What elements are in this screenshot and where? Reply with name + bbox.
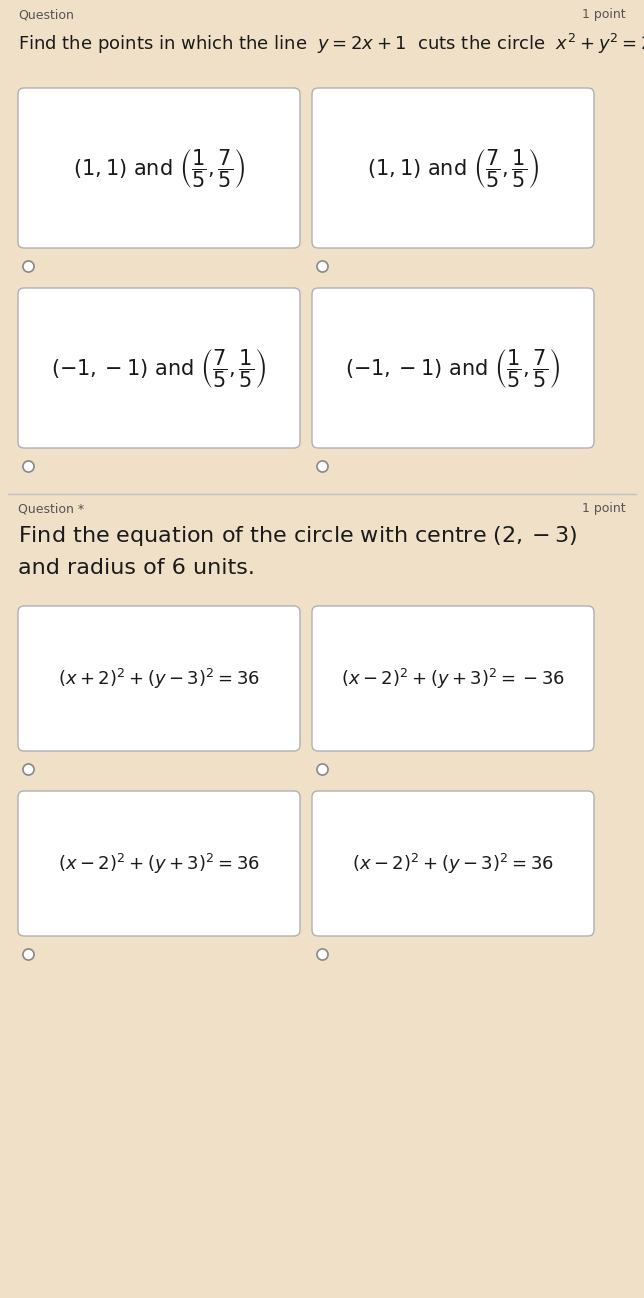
FancyBboxPatch shape [18, 606, 300, 752]
Text: and radius of 6 units.: and radius of 6 units. [18, 558, 255, 578]
FancyBboxPatch shape [312, 288, 594, 448]
Text: $(x-2)^2+(y+3)^2=-36$: $(x-2)^2+(y+3)^2=-36$ [341, 666, 565, 691]
Text: $(1,1)$ and $\left(\dfrac{7}{5},\dfrac{1}{5}\right)$: $(1,1)$ and $\left(\dfrac{7}{5},\dfrac{1… [367, 147, 539, 190]
Text: Question: Question [18, 8, 74, 21]
Text: $(1,1)$ and $\left(\dfrac{1}{5},\dfrac{7}{5}\right)$: $(1,1)$ and $\left(\dfrac{1}{5},\dfrac{7… [73, 147, 245, 190]
Text: $(x-2)^2+(y-3)^2=36$: $(x-2)^2+(y-3)^2=36$ [352, 851, 554, 876]
FancyBboxPatch shape [312, 606, 594, 752]
Text: $(-1,-1)$ and $\left(\dfrac{1}{5},\dfrac{7}{5}\right)$: $(-1,-1)$ and $\left(\dfrac{1}{5},\dfrac… [345, 347, 561, 389]
FancyBboxPatch shape [312, 790, 594, 936]
FancyBboxPatch shape [8, 0, 636, 626]
Text: $(x-2)^2+(y+3)^2=36$: $(x-2)^2+(y+3)^2=36$ [58, 851, 260, 876]
FancyBboxPatch shape [312, 88, 594, 248]
FancyBboxPatch shape [18, 288, 300, 448]
Text: 1 point: 1 point [582, 502, 626, 515]
Text: 1 point: 1 point [582, 8, 626, 21]
Text: Question *: Question * [18, 502, 84, 515]
FancyBboxPatch shape [18, 790, 300, 936]
Text: Find the equation of the circle with centre $(2,-3)$: Find the equation of the circle with cen… [18, 524, 577, 548]
Text: Find the points in which the line  $y = 2x+1$  cuts the circle  $x^2 + y^2 = 2$: Find the points in which the line $y = 2… [18, 32, 644, 56]
FancyBboxPatch shape [18, 88, 300, 248]
Text: $(x+2)^2+(y-3)^2=36$: $(x+2)^2+(y-3)^2=36$ [58, 666, 260, 691]
Text: $(-1,-1)$ and $\left(\dfrac{7}{5},\dfrac{1}{5}\right)$: $(-1,-1)$ and $\left(\dfrac{7}{5},\dfrac… [52, 347, 267, 389]
